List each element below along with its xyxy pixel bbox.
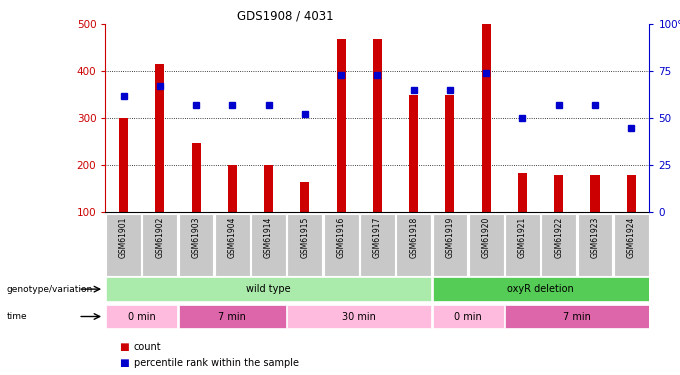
Bar — [264, 165, 273, 212]
Bar — [432, 305, 504, 328]
Text: genotype/variation: genotype/variation — [7, 285, 93, 294]
Bar — [577, 214, 613, 276]
Text: GDS1908 / 4031: GDS1908 / 4031 — [237, 9, 334, 22]
Text: ■: ■ — [119, 358, 129, 368]
Bar — [373, 39, 382, 212]
Bar — [215, 214, 250, 276]
Bar — [469, 214, 504, 276]
Text: wild type: wild type — [246, 284, 291, 294]
Text: 30 min: 30 min — [342, 312, 376, 321]
Text: GSM61921: GSM61921 — [518, 217, 527, 258]
Bar — [337, 39, 345, 212]
Bar — [179, 214, 214, 276]
Text: GSM61916: GSM61916 — [337, 217, 345, 258]
Bar — [288, 305, 431, 328]
Text: GSM61918: GSM61918 — [409, 217, 418, 258]
Bar — [627, 176, 636, 212]
Text: GSM61904: GSM61904 — [228, 217, 237, 258]
Text: percentile rank within the sample: percentile rank within the sample — [134, 358, 299, 368]
Bar — [179, 305, 286, 328]
Bar — [324, 214, 358, 276]
Bar — [614, 214, 649, 276]
Text: GSM61903: GSM61903 — [192, 217, 201, 258]
Text: GSM61902: GSM61902 — [155, 217, 165, 258]
Text: GSM61917: GSM61917 — [373, 217, 382, 258]
Bar — [554, 176, 563, 212]
Bar — [505, 305, 649, 328]
Bar — [481, 24, 491, 212]
Text: oxyR deletion: oxyR deletion — [507, 284, 574, 294]
Text: time: time — [7, 312, 27, 321]
Text: GSM61901: GSM61901 — [119, 217, 128, 258]
Bar — [301, 182, 309, 212]
Bar — [288, 214, 322, 276]
Bar — [505, 214, 540, 276]
Bar — [445, 95, 454, 212]
Bar — [590, 176, 600, 212]
Bar — [432, 214, 467, 276]
Bar — [396, 214, 431, 276]
Text: 7 min: 7 min — [218, 312, 246, 321]
Text: GSM61915: GSM61915 — [301, 217, 309, 258]
Bar — [106, 305, 177, 328]
Bar — [155, 64, 165, 212]
Text: 7 min: 7 min — [563, 312, 591, 321]
Text: 0 min: 0 min — [454, 312, 482, 321]
Bar — [432, 278, 649, 301]
Bar — [106, 278, 431, 301]
Text: GSM61914: GSM61914 — [264, 217, 273, 258]
Bar — [251, 214, 286, 276]
Bar — [541, 214, 576, 276]
Text: GSM61923: GSM61923 — [590, 217, 600, 258]
Bar — [106, 214, 141, 276]
Text: GSM61920: GSM61920 — [481, 217, 491, 258]
Text: ■: ■ — [119, 342, 129, 352]
Bar — [409, 95, 418, 212]
Text: GSM61922: GSM61922 — [554, 217, 563, 258]
Bar — [142, 214, 177, 276]
Bar — [518, 173, 527, 212]
Text: 0 min: 0 min — [128, 312, 156, 321]
Text: GSM61919: GSM61919 — [445, 217, 454, 258]
Bar — [228, 165, 237, 212]
Bar — [192, 142, 201, 212]
Text: count: count — [134, 342, 162, 352]
Bar — [360, 214, 395, 276]
Text: GSM61924: GSM61924 — [627, 217, 636, 258]
Bar — [119, 118, 128, 212]
